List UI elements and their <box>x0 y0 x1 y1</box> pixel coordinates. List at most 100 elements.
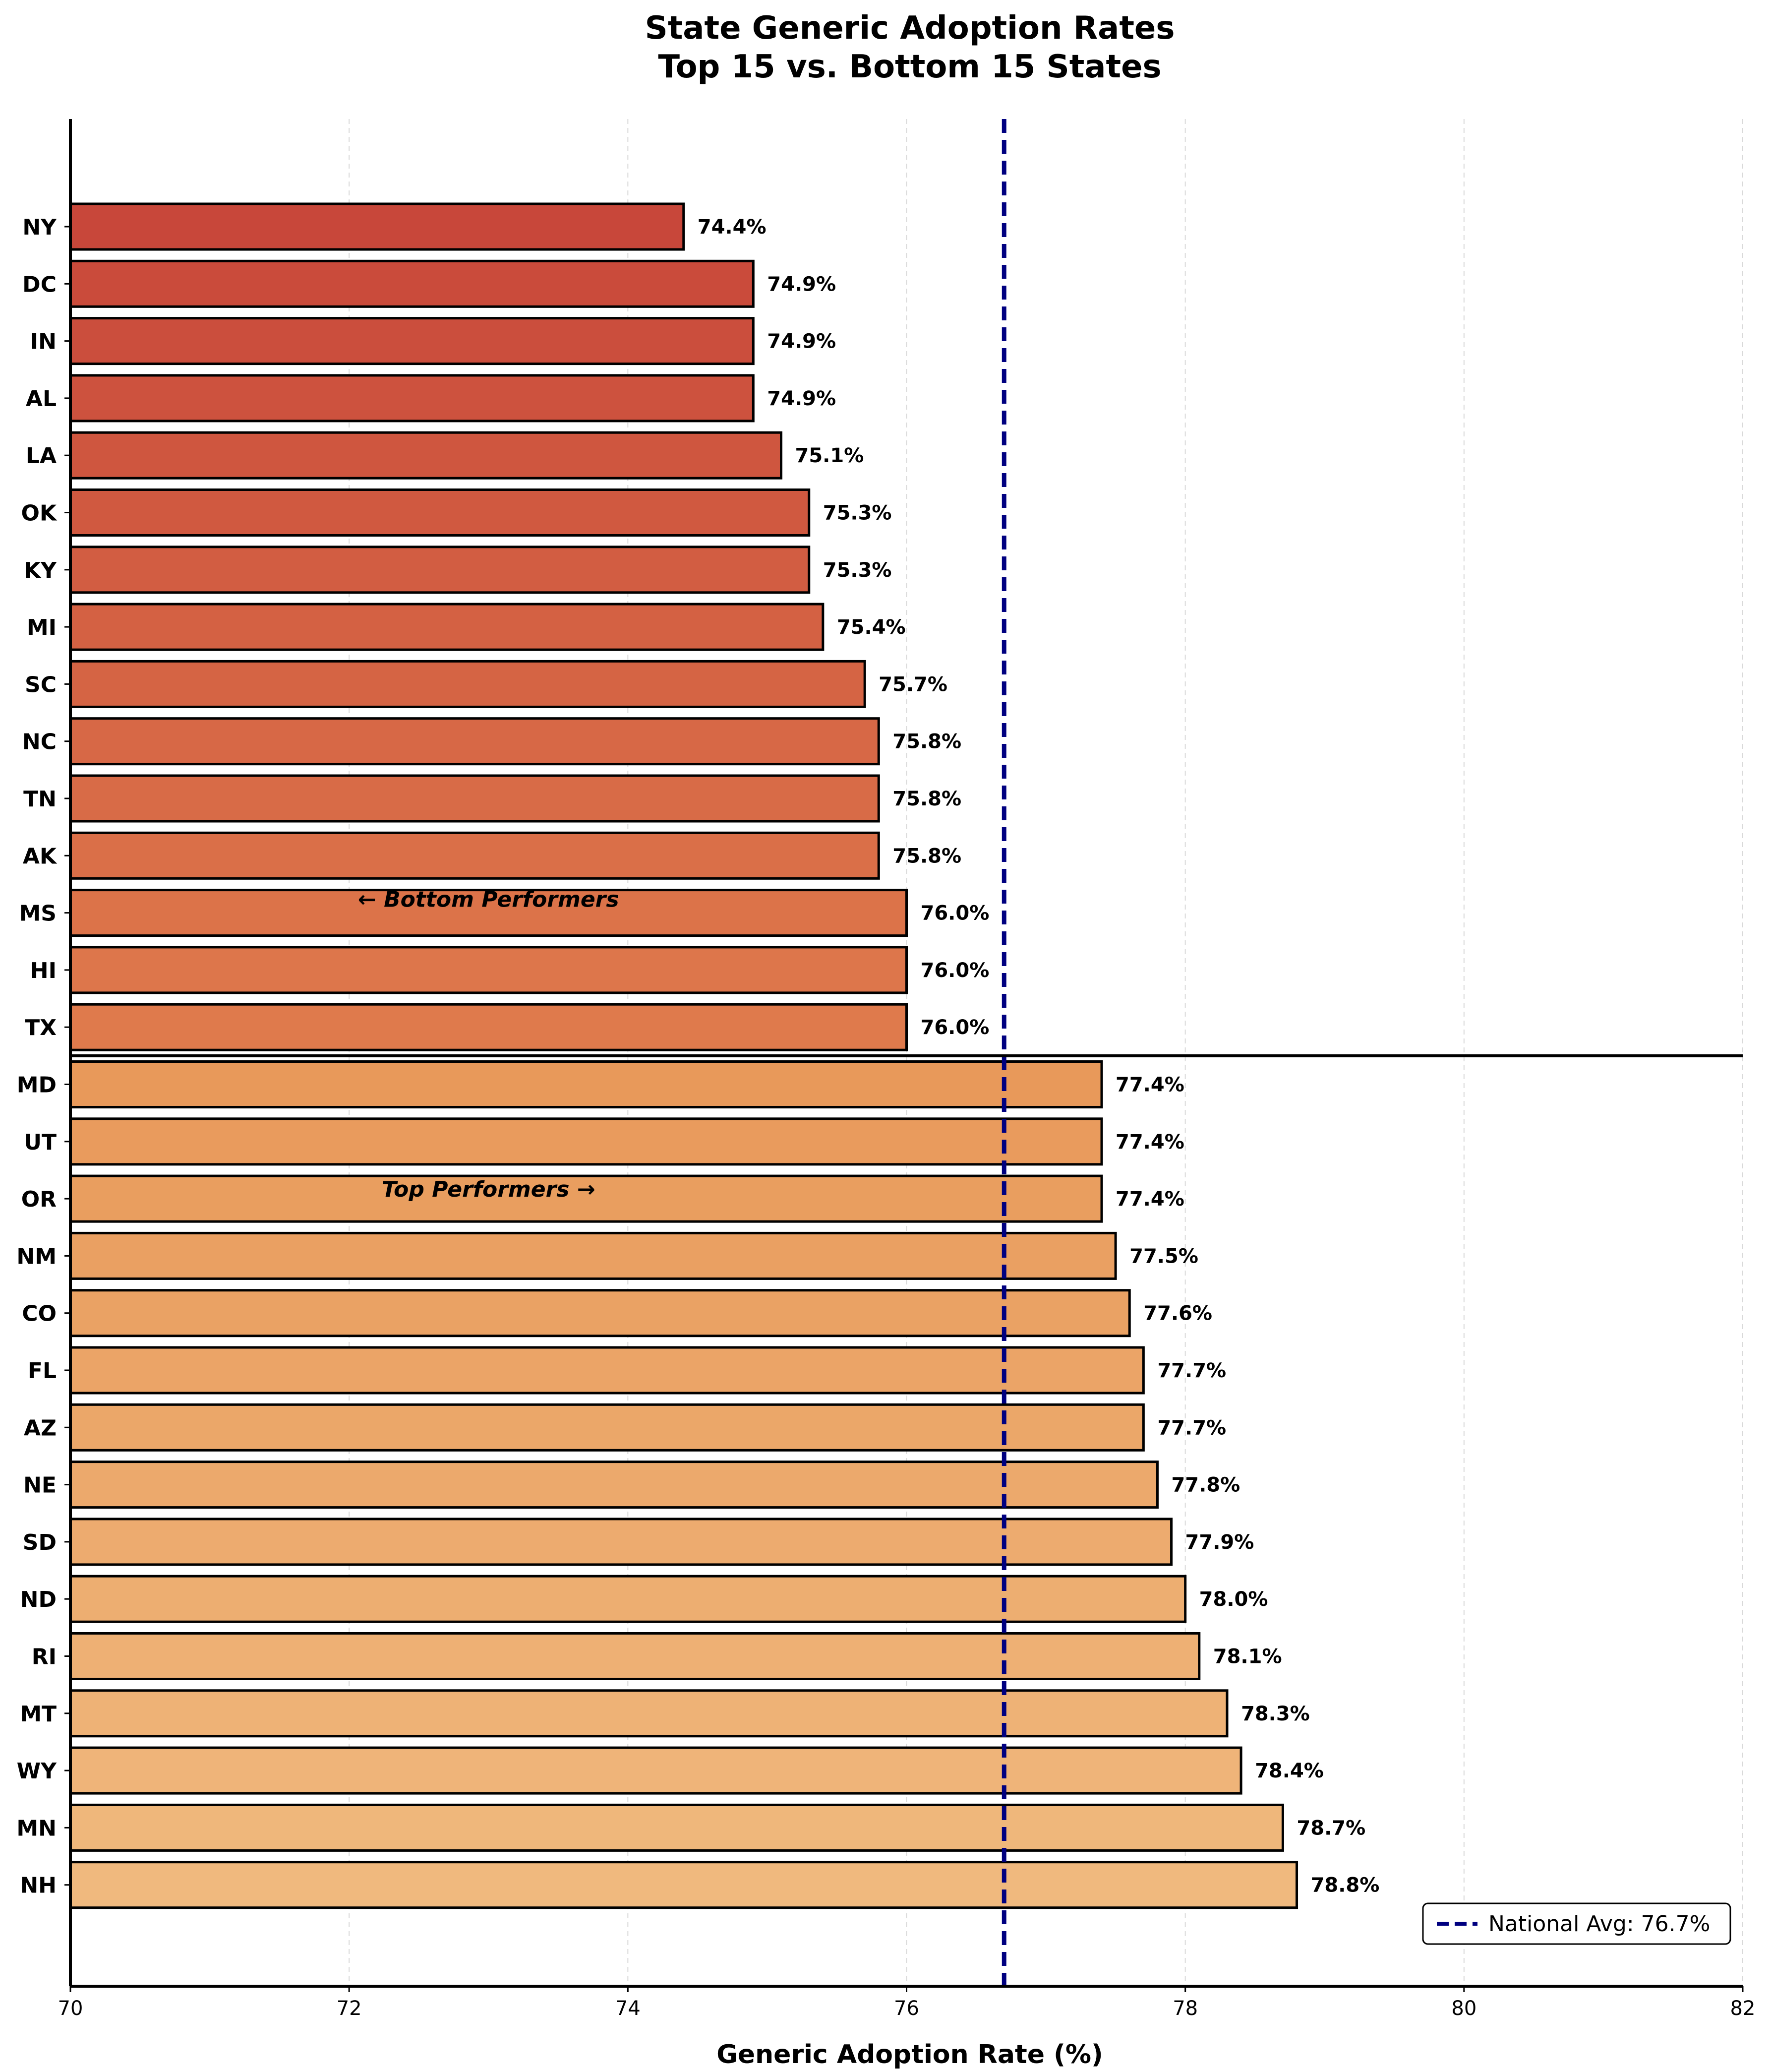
bar-MD <box>69 1060 1103 1108</box>
y-tick-label-NE: NE <box>23 1473 57 1498</box>
y-tick-label-RI: RI <box>32 1645 57 1670</box>
y-tick-label-HI: HI <box>30 958 57 983</box>
value-label-FL: 77.7% <box>1157 1359 1226 1382</box>
y-tick-label-MS: MS <box>19 901 57 926</box>
y-tick-label-UT: UT <box>24 1130 57 1155</box>
annotation-top-performers: Top Performers → <box>382 1177 595 1202</box>
x-tick-label-70: 70 <box>58 1997 83 2020</box>
value-label-AZ: 77.7% <box>1157 1416 1226 1439</box>
value-label-TN: 75.8% <box>892 788 961 810</box>
bar-LA <box>69 431 783 480</box>
bar-TN <box>69 774 880 823</box>
chart-subtitle: Top 15 vs. Bottom 15 States <box>658 49 1161 85</box>
bar-MN <box>69 1803 1284 1852</box>
bar-HI <box>69 946 908 994</box>
bar-CO <box>69 1289 1131 1338</box>
bar-AZ <box>69 1403 1145 1452</box>
bar-WY <box>69 1746 1242 1795</box>
value-label-MI: 75.4% <box>837 616 906 639</box>
legend-box <box>1422 1902 1731 1945</box>
bars <box>69 202 1298 1909</box>
y-tick-label-MI: MI <box>27 615 57 640</box>
y-tick-labels: NY DC IN AL LA OK KY MI SC NC TN AK MS HI TX MD UT OR NM CO… <box>16 215 70 1898</box>
y-tick-label-NH: NH <box>20 1873 57 1898</box>
bar-MT <box>69 1689 1229 1738</box>
chart-title: State Generic Adoption Rates <box>645 10 1175 47</box>
bar-ND <box>69 1575 1187 1623</box>
y-tick-label-OK: OK <box>21 501 58 526</box>
x-tick-label-80: 80 <box>1451 1997 1476 2020</box>
y-tick-label-DC: DC <box>22 272 57 297</box>
x-tick-label-78: 78 <box>1173 1997 1198 2020</box>
value-label-TX: 76.0% <box>921 1016 990 1039</box>
x-tick-label-76: 76 <box>894 1997 919 2020</box>
bar-AK <box>69 831 880 880</box>
bar-NH <box>69 1861 1298 1909</box>
y-tick-label-AZ: AZ <box>24 1415 57 1441</box>
bar-OR <box>69 1174 1103 1223</box>
x-tick-labels: 70 72 74 76 78 80 82 <box>58 1986 1756 2020</box>
value-label-DC: 74.9% <box>767 273 836 296</box>
y-tick-label-KY: KY <box>24 558 57 583</box>
bar-SC <box>69 660 866 708</box>
value-label-SD: 77.9% <box>1185 1531 1254 1554</box>
y-tick-label-SD: SD <box>23 1530 57 1555</box>
bar-IN <box>69 317 755 366</box>
value-label-NE: 77.8% <box>1171 1474 1240 1497</box>
y-tick-label-WY: WY <box>17 1759 58 1784</box>
bar-SD <box>69 1518 1173 1566</box>
y-tick-label-NC: NC <box>22 730 57 755</box>
value-label-OR: 77.4% <box>1116 1188 1184 1211</box>
y-tick-label-NY: NY <box>22 215 57 240</box>
y-tick-label-OR: OR <box>21 1187 57 1212</box>
legend-label-national-average: National Avg: 76.7% <box>1488 1911 1710 1937</box>
y-tick-label-FL: FL <box>28 1358 57 1384</box>
bar-UT <box>69 1117 1103 1166</box>
y-tick-label-MD: MD <box>17 1073 57 1098</box>
y-tick-label-ND: ND <box>20 1587 57 1612</box>
value-label-LA: 75.1% <box>795 444 864 467</box>
value-label-WY: 78.4% <box>1255 1760 1324 1782</box>
value-label-KY: 75.3% <box>823 559 892 582</box>
x-tick-label-82: 82 <box>1730 1997 1756 2020</box>
bar-NE <box>69 1461 1159 1509</box>
y-tick-label-CO: CO <box>22 1301 57 1327</box>
y-tick-label-TX: TX <box>25 1015 57 1040</box>
value-label-MN: 78.7% <box>1297 1817 1365 1839</box>
bar-FL <box>69 1346 1145 1395</box>
value-label-HI: 76.0% <box>921 959 990 982</box>
value-label-AK: 75.8% <box>892 845 961 867</box>
value-label-MT: 78.3% <box>1241 1703 1310 1725</box>
bar-MS <box>69 889 908 937</box>
value-label-ND: 78.0% <box>1199 1588 1268 1611</box>
value-label-OK: 75.3% <box>823 502 892 525</box>
y-tick-label-AL: AL <box>26 386 57 412</box>
value-label-SC: 75.7% <box>879 673 947 696</box>
x-axis-label: Generic Adoption Rate (%) <box>716 2040 1103 2070</box>
bar-TX <box>69 1003 908 1051</box>
value-label-UT: 77.4% <box>1116 1131 1184 1154</box>
value-label-MD: 77.4% <box>1116 1074 1184 1097</box>
y-tick-label-SC: SC <box>25 672 57 697</box>
y-tick-label-TN: TN <box>23 787 57 812</box>
y-tick-label-MN: MN <box>16 1816 57 1841</box>
legend: National Avg: 76.7% <box>1422 1902 1731 1945</box>
value-label-CO: 77.6% <box>1143 1302 1212 1325</box>
bar-MI <box>69 603 825 651</box>
value-label-NM: 77.5% <box>1129 1245 1198 1268</box>
bar-NC <box>69 717 880 766</box>
x-tick-label-74: 74 <box>615 1997 641 2020</box>
bar-RI <box>69 1632 1201 1680</box>
y-tick-label-AK: AK <box>23 844 58 869</box>
value-labels: 74.4% 74.9% 74.9% 74.9% 75.1% 75.3% 75.3% 75.4%… <box>698 216 1380 1897</box>
value-label-NC: 75.8% <box>892 731 961 753</box>
value-label-MS: 76.0% <box>921 902 990 925</box>
bar-OK <box>69 488 811 537</box>
value-label-IN: 74.9% <box>767 330 836 353</box>
value-label-NY: 74.4% <box>698 216 767 239</box>
bar-NM <box>69 1231 1117 1280</box>
y-tick-label-MT: MT <box>20 1702 57 1727</box>
bar-AL <box>69 374 755 423</box>
